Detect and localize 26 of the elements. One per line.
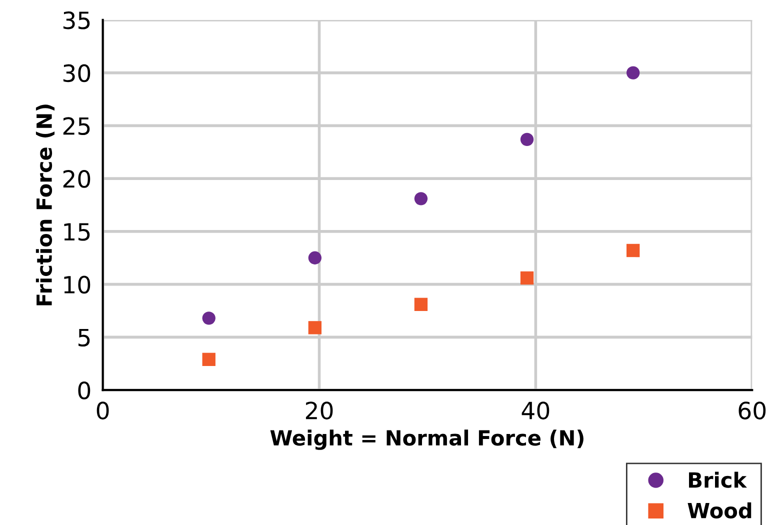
point (414, 298, 428, 312)
point (520, 132, 534, 146)
point (308, 251, 322, 264)
point (414, 192, 428, 206)
point (308, 321, 322, 334)
point (202, 312, 216, 325)
y-tick-label: 15 (64, 223, 90, 241)
y-tick-label: 5 (78, 328, 90, 347)
x-tick-label: 20 (306, 402, 333, 420)
point (202, 352, 216, 366)
point (520, 271, 534, 285)
y-tick-label: 35 (63, 11, 90, 30)
x-tick-label: 0 (96, 402, 109, 420)
y-axis-title: Friction Force (N) (36, 104, 55, 306)
x-axis-title: Weight = Normal Force (N) (270, 430, 584, 450)
y-tick-label: 30 (63, 64, 90, 82)
y-tick-label: 20 (63, 170, 90, 188)
legend-label: Wood (688, 502, 752, 518)
y-tick-label: 25 (63, 117, 90, 136)
point (626, 66, 640, 80)
x-tick-label: 60 (738, 402, 766, 420)
y-tick-label: 0 (78, 382, 90, 400)
point (626, 244, 640, 258)
legend-label: Brick (689, 472, 747, 488)
x-tick-label: 40 (522, 402, 550, 420)
y-tick-label: 10 (64, 276, 90, 294)
